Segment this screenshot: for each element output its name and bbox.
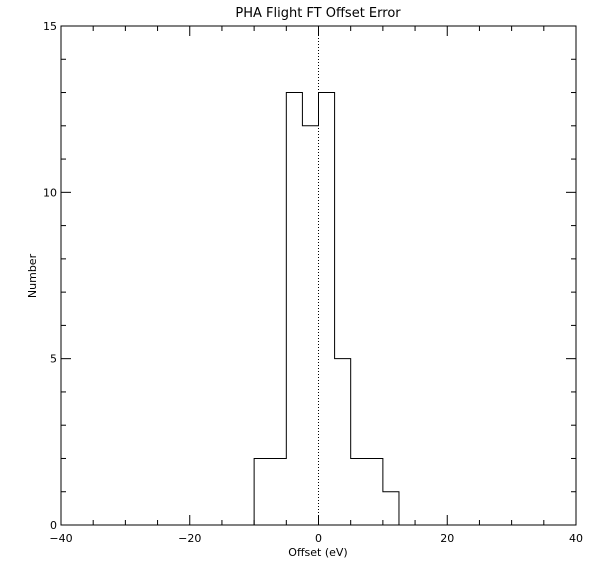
y-tick-label: 5 — [50, 353, 57, 366]
x-tick-label: −40 — [49, 532, 72, 545]
y-tick-label: 15 — [43, 20, 57, 33]
y-axis-label: Number — [26, 253, 39, 298]
histogram-outline — [253, 92, 400, 525]
chart-title: PHA Flight FT Offset Error — [235, 6, 401, 21]
x-tick-label: 20 — [440, 532, 454, 545]
x-tick-label: −20 — [178, 532, 201, 545]
x-tick-label: 40 — [569, 532, 583, 545]
axis-ticks — [60, 25, 577, 526]
y-tick-label: 0 — [50, 519, 57, 532]
y-tick-labels: 0 5 10 15 — [43, 20, 57, 532]
x-tick-label: 0 — [315, 532, 322, 545]
x-axis-label: Offset (eV) — [288, 546, 347, 559]
x-tick-labels: −40 −20 0 20 40 — [49, 532, 583, 545]
y-tick-label: 10 — [43, 186, 57, 199]
